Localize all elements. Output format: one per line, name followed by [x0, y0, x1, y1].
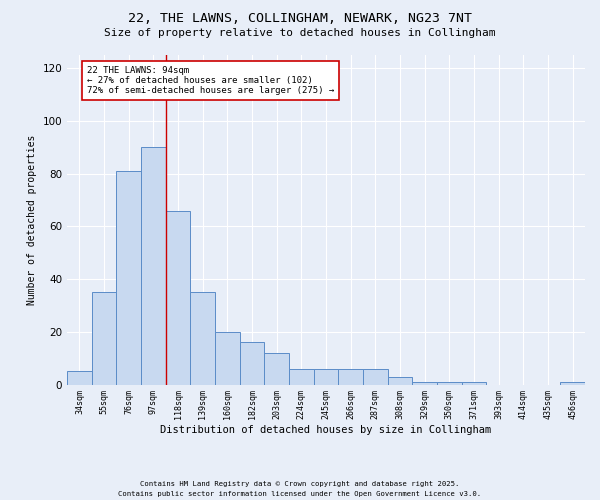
Text: Contains HM Land Registry data © Crown copyright and database right 2025.: Contains HM Land Registry data © Crown c…: [140, 481, 460, 487]
Bar: [240, 342, 265, 384]
Bar: [289, 369, 314, 384]
Text: Size of property relative to detached houses in Collingham: Size of property relative to detached ho…: [104, 28, 496, 38]
Bar: [141, 148, 166, 384]
X-axis label: Distribution of detached houses by size in Collingham: Distribution of detached houses by size …: [160, 425, 492, 435]
Bar: [215, 332, 240, 384]
Bar: [67, 372, 92, 384]
Bar: [166, 210, 190, 384]
Bar: [363, 369, 388, 384]
Bar: [412, 382, 437, 384]
Bar: [560, 382, 585, 384]
Bar: [116, 171, 141, 384]
Text: 22 THE LAWNS: 94sqm
← 27% of detached houses are smaller (102)
72% of semi-detac: 22 THE LAWNS: 94sqm ← 27% of detached ho…: [87, 66, 334, 96]
Bar: [437, 382, 462, 384]
Bar: [92, 292, 116, 384]
Text: 22, THE LAWNS, COLLINGHAM, NEWARK, NG23 7NT: 22, THE LAWNS, COLLINGHAM, NEWARK, NG23 …: [128, 12, 472, 26]
Y-axis label: Number of detached properties: Number of detached properties: [27, 134, 37, 305]
Bar: [265, 353, 289, 384]
Bar: [314, 369, 338, 384]
Text: Contains public sector information licensed under the Open Government Licence v3: Contains public sector information licen…: [118, 491, 482, 497]
Bar: [190, 292, 215, 384]
Bar: [388, 376, 412, 384]
Bar: [462, 382, 487, 384]
Bar: [338, 369, 363, 384]
